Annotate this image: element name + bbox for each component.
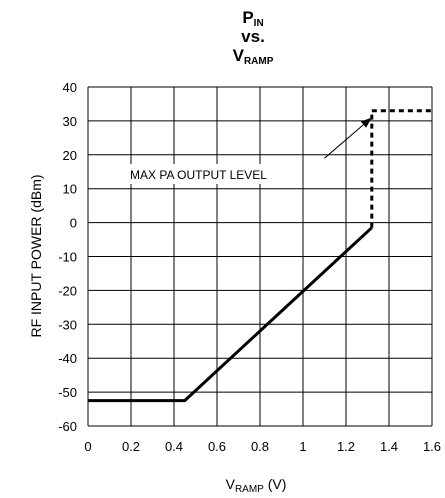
annotation-arrowhead xyxy=(360,117,372,128)
series-line-solid xyxy=(88,226,373,403)
y-tick-label: -40 xyxy=(58,351,77,366)
y-tick-labels: 40 30 20 10 0 -10 -20 -30 -40 -50 -60 xyxy=(58,80,77,434)
x-axis-label: VRAMP (V) xyxy=(226,476,287,495)
plot-grid xyxy=(87,86,433,427)
y-tick-label: 40 xyxy=(63,80,77,95)
x-tick-label: 0.4 xyxy=(165,439,183,454)
y-tick-label: -10 xyxy=(58,250,77,265)
x-tick-label: 1.6 xyxy=(423,439,441,454)
chart-title-line1: PIN xyxy=(242,8,263,29)
y-tick-label: -50 xyxy=(58,385,77,400)
y-tick-label: 10 xyxy=(63,182,77,197)
y-tick-label: 20 xyxy=(63,148,77,163)
x-tick-label: 1 xyxy=(299,439,306,454)
data-series xyxy=(88,109,432,403)
y-tick-label: 0 xyxy=(70,216,77,231)
y-tick-label: -30 xyxy=(58,317,77,332)
chart-title-line3: VRAMP xyxy=(233,46,274,67)
y-tick-label: -20 xyxy=(58,283,77,298)
chart-title-line2: vs. xyxy=(241,27,265,46)
series-line-dashed xyxy=(370,109,432,228)
x-tick-label: 0.2 xyxy=(122,439,140,454)
x-tick-labels: 0 0.2 0.4 0.6 0.8 1 1.2 1.4 1.6 xyxy=(84,439,441,454)
x-tick-label: 1.2 xyxy=(337,439,355,454)
x-tick-label: 0.8 xyxy=(251,439,269,454)
x-tick-label: 0.6 xyxy=(208,439,226,454)
y-tick-label: -60 xyxy=(58,419,77,434)
annotation: MAX PA OUTPUT LEVEL xyxy=(127,117,373,184)
annotation-label: MAX PA OUTPUT LEVEL xyxy=(130,168,267,182)
x-tick-label: 1.4 xyxy=(380,439,398,454)
x-tick-label: 0 xyxy=(84,439,91,454)
y-tick-label: 30 xyxy=(63,114,77,129)
annotation-box xyxy=(127,164,299,184)
y-axis-label: RF INPUT POWER (dBm) xyxy=(28,174,44,337)
